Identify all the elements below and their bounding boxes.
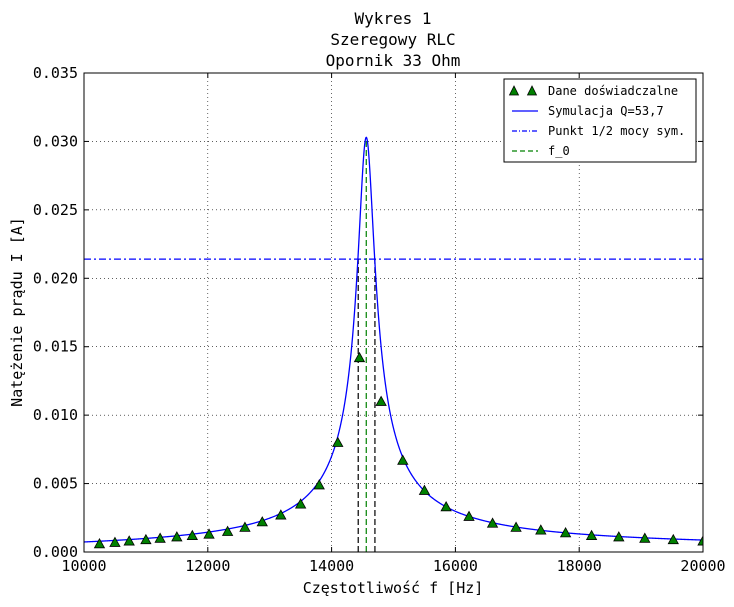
data-point — [667, 533, 679, 545]
data-point — [535, 524, 547, 535]
data-point — [332, 436, 344, 447]
chart-title-line-1: Wykres 1 — [354, 9, 431, 28]
y-tick-label: 0.010 — [33, 406, 78, 424]
data-point — [93, 537, 106, 549]
y-tick-label: 0.020 — [33, 269, 78, 287]
data-point — [239, 521, 251, 532]
data-point — [186, 529, 199, 540]
y-tick-label: 0.025 — [33, 201, 78, 219]
x-tick-label: 18000 — [557, 557, 602, 575]
data-point — [256, 516, 268, 527]
x-tick-label: 20000 — [680, 557, 725, 575]
data-point — [463, 510, 475, 521]
data-point — [510, 521, 522, 532]
legend-label: Symulacja Q=53,7 — [548, 104, 664, 118]
data-point — [294, 498, 307, 509]
data-point — [123, 535, 135, 546]
legend-label: f_0 — [548, 144, 570, 158]
data-point — [486, 517, 499, 528]
axes-frame — [83, 72, 704, 553]
x-axis-label: Częstotliwość f [Hz] — [303, 579, 484, 597]
x-tick-label: 10000 — [61, 557, 106, 575]
chart-title: Wykres 1 Szeregowy RLC Opornik 33 Ohm — [326, 9, 461, 70]
data-point — [203, 528, 215, 539]
legend-label: Punkt 1/2 mocy sym. — [548, 124, 685, 138]
plot-series — [84, 136, 703, 552]
data-point — [375, 395, 387, 406]
data-point — [353, 351, 366, 363]
legend: Dane doświadczalne Symulacja Q=53,7 Punkt … — [503, 78, 697, 163]
y-tick-label: 0.005 — [33, 475, 78, 493]
data-point — [585, 529, 598, 540]
data-point — [109, 536, 121, 547]
legend-label: Dane doświadczalne — [548, 84, 678, 98]
plot-area: 10000 12000 14000 16000 18000 20000 0.000 0.005… — [33, 64, 726, 575]
data-point — [313, 479, 325, 490]
data-point — [275, 509, 287, 520]
simulation-curve — [84, 136, 703, 543]
data-point — [440, 501, 452, 512]
y-tick-label: 0.030 — [33, 132, 78, 150]
y-tick-label: 0.000 — [33, 543, 78, 561]
x-tick-label: 14000 — [309, 557, 354, 575]
data-point — [171, 531, 183, 542]
data-point — [397, 454, 409, 465]
y-tick-label: 0.035 — [33, 64, 78, 82]
chart-title-line-3: Opornik 33 Ohm — [326, 51, 461, 70]
data-point — [639, 532, 651, 543]
data-point — [418, 484, 431, 495]
legend-triangle — [526, 85, 538, 96]
chart-title-line-2: Szeregowy RLC — [330, 30, 455, 49]
x-tick-label: 12000 — [185, 557, 230, 575]
y-tick-label: 0.015 — [33, 338, 78, 356]
x-tick-label: 16000 — [433, 557, 478, 575]
legend-sample — [508, 85, 538, 96]
data-point — [697, 535, 703, 546]
y-axis-label: Natężenie prądu I [A] — [8, 217, 26, 407]
legend-triangle — [508, 85, 520, 96]
data-point — [140, 533, 152, 545]
legend-box — [503, 78, 697, 163]
data-point — [613, 531, 625, 542]
data-point — [221, 525, 234, 536]
data-point — [154, 532, 166, 543]
data-point — [559, 527, 572, 538]
